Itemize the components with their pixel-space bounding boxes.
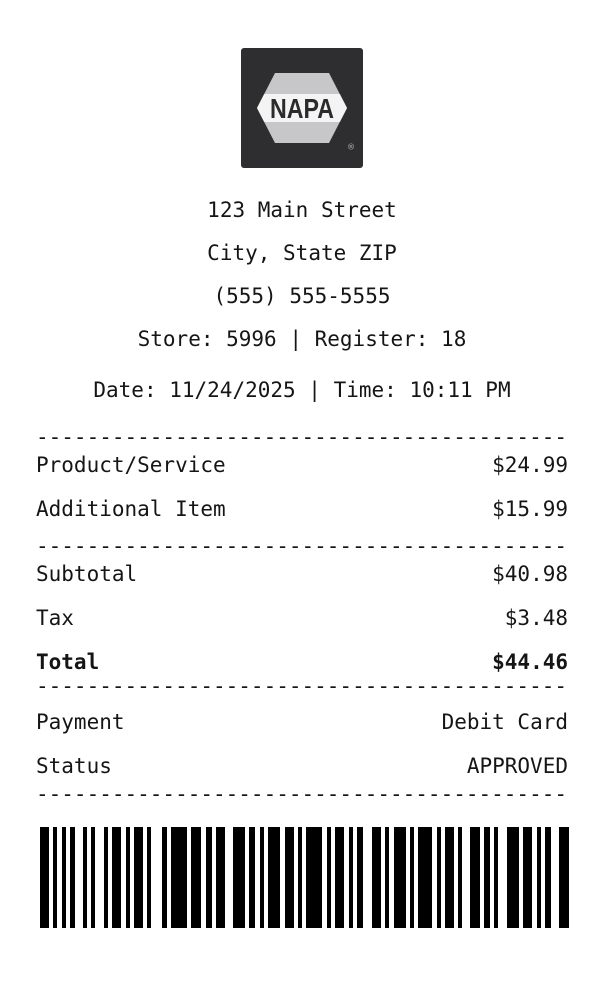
registered-mark: ®: [348, 142, 355, 153]
dashed-divider: ----------------------------------------…: [36, 534, 568, 558]
total-row: Total $44.46: [36, 640, 568, 684]
dashed-divider: ----------------------------------------…: [36, 782, 568, 806]
subtotal-value: $40.98: [492, 562, 568, 586]
item-name: Product/Service: [36, 453, 226, 477]
barcode: [40, 827, 569, 928]
tax-value: $3.48: [504, 606, 568, 630]
address-line-1: 123 Main Street: [207, 198, 397, 222]
merchant-address-block: 123 Main Street City, State ZIP (555) 55…: [36, 189, 568, 318]
dashed-divider: ----------------------------------------…: [36, 674, 568, 698]
dashed-divider: ----------------------------------------…: [36, 425, 568, 449]
store-register-line: Store: 5996 | Register: 18: [137, 327, 467, 351]
logo-band: [257, 94, 347, 122]
subtotal-label: Subtotal: [36, 562, 138, 586]
napa-logo: NAPA ®: [36, 48, 568, 168]
line-item: Additional Item $15.99: [36, 487, 568, 531]
item-price: $24.99: [492, 453, 568, 477]
payment-method: Debit Card: [441, 710, 568, 734]
payment-label: Payment: [36, 710, 125, 734]
line-item: Product/Service $24.99: [36, 443, 568, 487]
tax-row: Tax $3.48: [36, 596, 568, 640]
item-price: $15.99: [492, 497, 568, 521]
status-value: APPROVED: [466, 754, 568, 778]
tax-label: Tax: [36, 606, 74, 630]
address-line-2: City, State ZIP: [207, 241, 397, 265]
logo-text: NAPA: [270, 93, 334, 124]
status-row: Status APPROVED: [36, 744, 568, 788]
date-time-line: Date: 11/24/2025 | Time: 10:11 PM: [93, 378, 511, 402]
total-value: $44.46: [492, 650, 568, 674]
item-name: Additional Item: [36, 497, 226, 521]
napa-logo-graphic: NAPA ®: [241, 48, 363, 168]
receipt: NAPA ® 123 Main Street City, State ZIP (…: [36, 48, 569, 928]
phone-number: (555) 555-5555: [213, 284, 391, 308]
payment-row: Payment Debit Card: [36, 700, 568, 744]
status-label: Status: [36, 754, 112, 778]
total-label: Total: [36, 650, 100, 674]
subtotal-row: Subtotal $40.98: [36, 552, 568, 596]
